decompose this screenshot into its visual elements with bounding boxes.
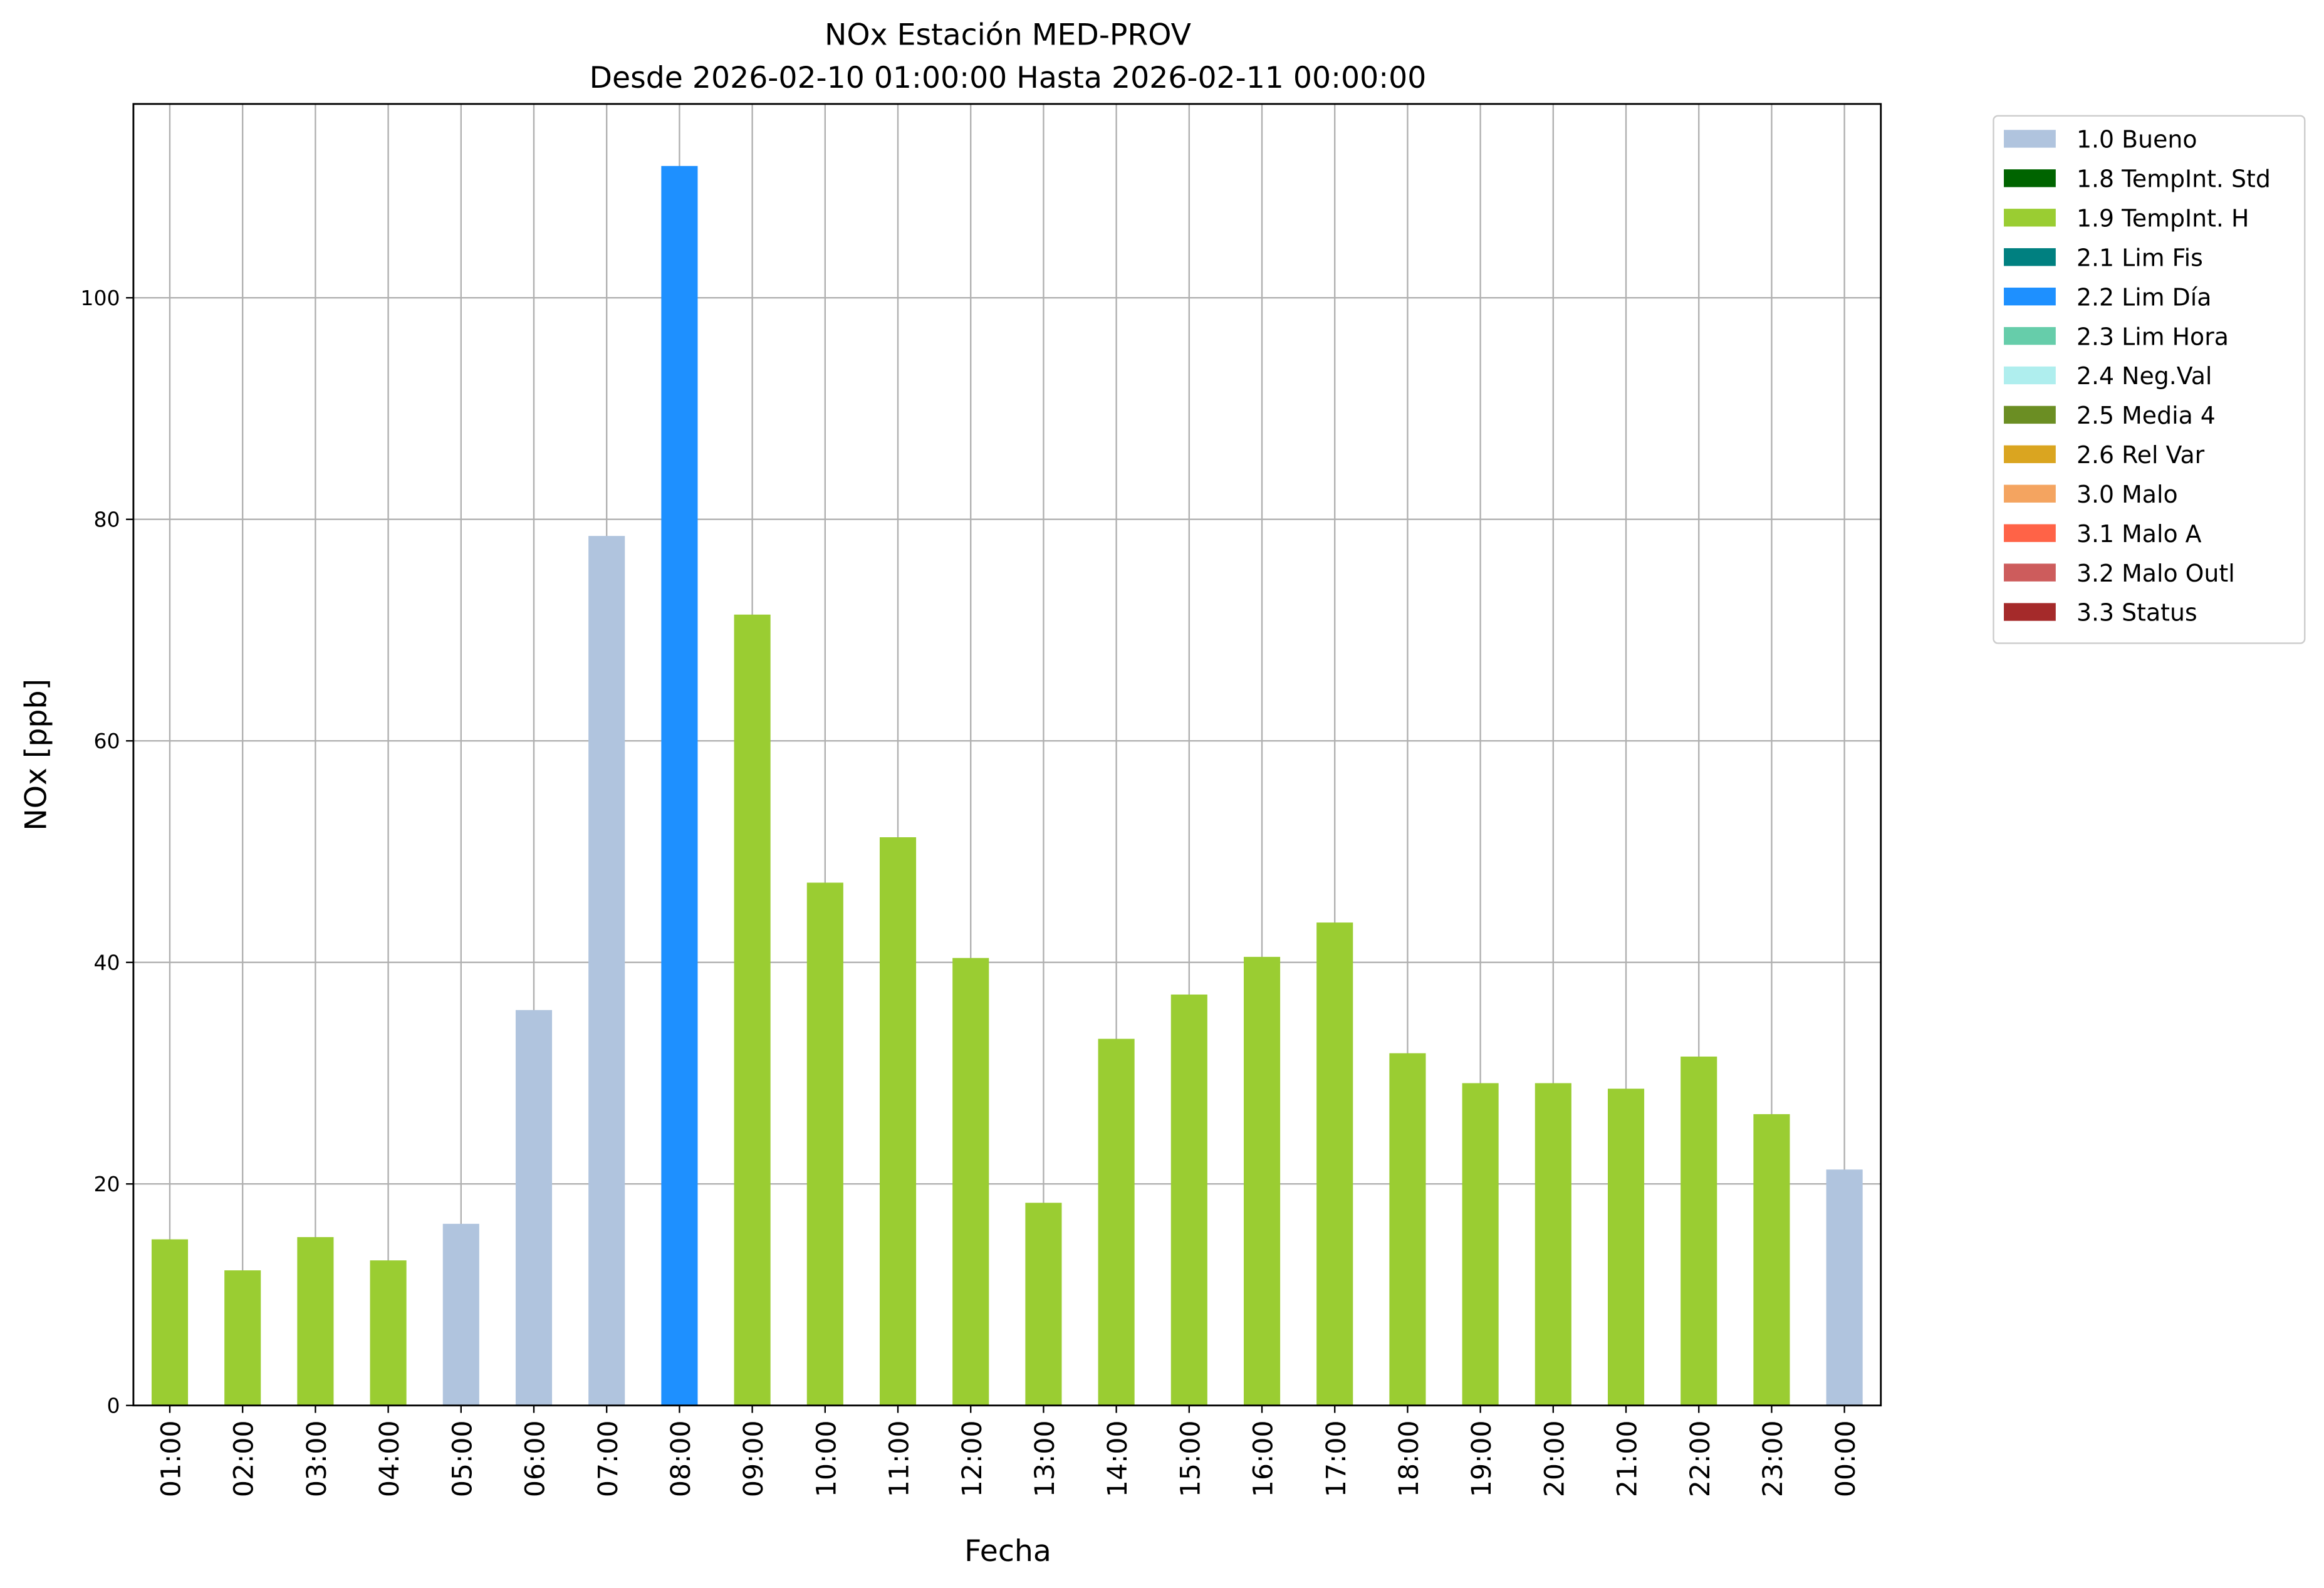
x-tick-label: 16:00 <box>1248 1420 1279 1497</box>
legend-label: 3.1 Malo A <box>2076 520 2202 548</box>
legend-swatch <box>2004 524 2056 542</box>
bar <box>1826 1169 1863 1406</box>
legend-swatch <box>2004 209 2056 227</box>
legend-swatch <box>2004 603 2056 621</box>
x-axis-label: Fecha <box>964 1534 1051 1569</box>
legend-label: 1.0 Bueno <box>2076 126 2197 154</box>
x-tick-label: 21:00 <box>1612 1420 1644 1497</box>
legend-swatch <box>2004 366 2056 385</box>
bar <box>1316 922 1353 1406</box>
y-tick-label: 80 <box>93 508 120 532</box>
x-tick-label: 01:00 <box>156 1420 187 1497</box>
legend-swatch <box>2004 405 2056 424</box>
legend-swatch <box>2004 445 2056 464</box>
legend-label: 2.2 Lim Día <box>2076 283 2211 311</box>
legend-label: 2.4 Neg.Val <box>2076 362 2212 390</box>
bar <box>224 1270 261 1406</box>
bar <box>370 1260 407 1406</box>
plot-area: 0 20 40 60 80 100 01:00 02:00 03:00 04:00 05:00 06:… <box>80 103 1881 1497</box>
bar <box>661 165 698 1406</box>
x-tick-label: 00:00 <box>1830 1420 1862 1497</box>
x-tick-label: 03:00 <box>301 1420 333 1497</box>
bar <box>879 837 917 1406</box>
bar <box>1243 956 1281 1406</box>
chart-title: NOx Estación MED-PROV <box>825 18 1191 52</box>
y-tick-label: 0 <box>107 1394 120 1418</box>
x-tick-label: 19:00 <box>1466 1420 1498 1497</box>
bar <box>952 958 989 1406</box>
x-tick-label: 04:00 <box>374 1420 405 1497</box>
legend-swatch <box>2004 563 2056 582</box>
bar <box>1098 1038 1135 1406</box>
legend-label: 3.0 Malo <box>2076 481 2178 508</box>
legend-swatch <box>2004 169 2056 187</box>
x-tick-label: 15:00 <box>1175 1420 1206 1497</box>
x-tick-label: 13:00 <box>1029 1420 1061 1497</box>
legend-label: 2.5 Media 4 <box>2076 402 2216 429</box>
x-tick-label: 14:00 <box>1102 1420 1133 1497</box>
legend-label: 2.6 Rel Var <box>2076 441 2205 469</box>
x-tick-label: 08:00 <box>665 1420 697 1497</box>
bar <box>1535 1083 1571 1406</box>
y-axis-label: NOx [ppb] <box>19 679 53 831</box>
bar <box>151 1239 189 1406</box>
legend-label: 2.3 Lim Hora <box>2076 323 2229 350</box>
x-tick-label: 23:00 <box>1758 1420 1789 1497</box>
bar <box>1025 1203 1062 1406</box>
legend-swatch <box>2004 484 2056 503</box>
bar <box>806 882 843 1406</box>
bar <box>1753 1114 1790 1406</box>
legend-swatch <box>2004 248 2056 266</box>
axes-frame <box>132 103 1882 1407</box>
bar <box>734 614 771 1406</box>
x-tick-label: 11:00 <box>884 1420 915 1497</box>
legend-box <box>1993 115 2306 644</box>
bar <box>297 1237 334 1406</box>
legend-label: 3.2 Malo Outl <box>2076 560 2235 587</box>
y-tick-label: 40 <box>93 951 120 975</box>
x-tick-label: 07:00 <box>593 1420 624 1497</box>
bar <box>1389 1053 1426 1406</box>
y-tick-label: 60 <box>93 729 120 753</box>
y-tick-label: 100 <box>80 286 120 310</box>
y-tick-label: 20 <box>93 1172 120 1196</box>
legend-label: 1.9 TempInt. H <box>2076 205 2249 232</box>
x-tick-label: 17:00 <box>1321 1420 1352 1497</box>
legend: 1.0 Bueno 1.8 TempInt. Std 1.9 TempInt. H 2… <box>1993 115 2306 644</box>
bar <box>1462 1083 1499 1406</box>
legend-label: 3.3 Status <box>2076 599 2197 627</box>
legend-label: 2.1 Lim Fis <box>2076 244 2203 271</box>
legend-swatch <box>2004 287 2056 306</box>
x-tick-label: 18:00 <box>1394 1420 1425 1497</box>
x-tick-label: 20:00 <box>1539 1420 1570 1497</box>
bar <box>515 1010 553 1406</box>
legend-label: 1.8 TempInt. Std <box>2076 165 2271 193</box>
bar <box>1607 1089 1645 1406</box>
bar <box>588 536 625 1406</box>
legend-swatch <box>2004 130 2056 148</box>
x-tick-label: 05:00 <box>447 1420 478 1497</box>
bar <box>1170 994 1207 1406</box>
x-tick-label: 06:00 <box>520 1420 551 1497</box>
chart-subtitle: Desde 2026-02-10 01:00:00 Hasta 2026-02-… <box>590 61 1427 95</box>
x-tick-label: 12:00 <box>957 1420 988 1497</box>
bar <box>1680 1056 1717 1406</box>
x-tick-label: 10:00 <box>811 1420 842 1497</box>
x-tick-label: 02:00 <box>229 1420 260 1497</box>
x-tick-label: 22:00 <box>1685 1420 1716 1497</box>
legend-swatch <box>2004 326 2056 345</box>
bar <box>442 1223 479 1406</box>
x-tick-label: 09:00 <box>738 1420 769 1497</box>
